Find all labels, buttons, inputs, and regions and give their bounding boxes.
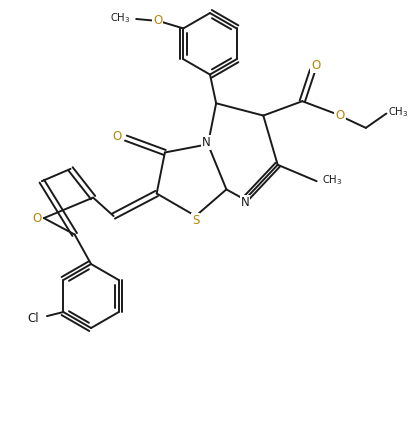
Text: O: O xyxy=(311,59,320,72)
Text: O: O xyxy=(112,130,121,143)
Text: O: O xyxy=(32,211,41,225)
Text: Cl: Cl xyxy=(27,312,39,326)
Text: O: O xyxy=(154,14,163,27)
Text: CH$_3$: CH$_3$ xyxy=(109,11,130,25)
Text: CH$_3$: CH$_3$ xyxy=(322,173,342,187)
Text: N: N xyxy=(240,196,249,209)
Text: S: S xyxy=(192,214,199,227)
Text: CH$_3$: CH$_3$ xyxy=(389,105,409,119)
Text: N: N xyxy=(201,136,210,149)
Text: O: O xyxy=(335,109,344,122)
